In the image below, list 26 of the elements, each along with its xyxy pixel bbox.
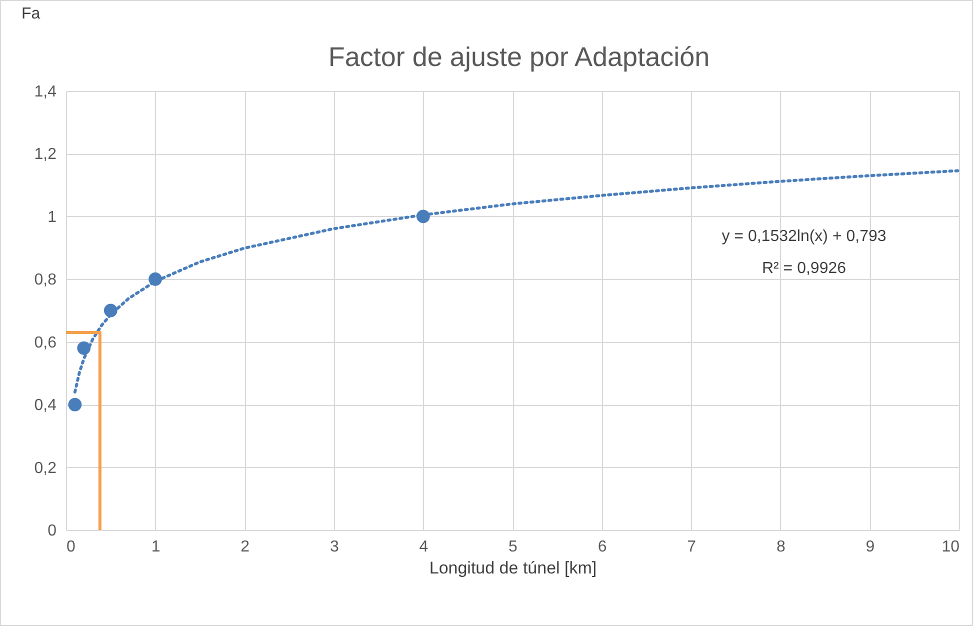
annotation: y = 0,1532ln(x) + 0,793 — [722, 228, 886, 245]
y-axis-title: Fa — [22, 6, 40, 22]
y-tick-label: 1,4 — [34, 84, 57, 100]
x-tick-label: 6 — [598, 538, 607, 556]
y-tick-label: 0 — [48, 522, 57, 540]
annotation: R² = 0,9926 — [762, 260, 846, 277]
y-tick-label: 0,2 — [34, 460, 57, 477]
x-tick-label: 3 — [330, 538, 339, 556]
y-tick-label: 1,2 — [34, 146, 57, 164]
y-tick-label: 0,6 — [34, 334, 57, 352]
x-tick-label: 1 — [151, 538, 160, 556]
point — [68, 398, 82, 412]
x-tick-label: 0 — [66, 538, 76, 556]
x-tick-label: 7 — [687, 538, 696, 556]
x-axis-title: Longitud de túnel [km] — [429, 558, 597, 578]
line-series — [73, 169, 960, 394]
x-tick-label: 10 — [942, 538, 960, 556]
x-tick-label: 9 — [866, 538, 875, 556]
y-tick-label: 0,4 — [34, 397, 57, 414]
x-tick-label: 4 — [419, 538, 428, 556]
y-tick-label: 1 — [48, 208, 57, 226]
x-tick-label: 2 — [240, 538, 250, 556]
x-tick-label: 8 — [776, 538, 786, 556]
chart-title: Factor de ajuste por Adaptación — [328, 42, 710, 72]
y-tick-label: 0,8 — [34, 272, 57, 289]
x-tick-label: 5 — [508, 538, 518, 556]
